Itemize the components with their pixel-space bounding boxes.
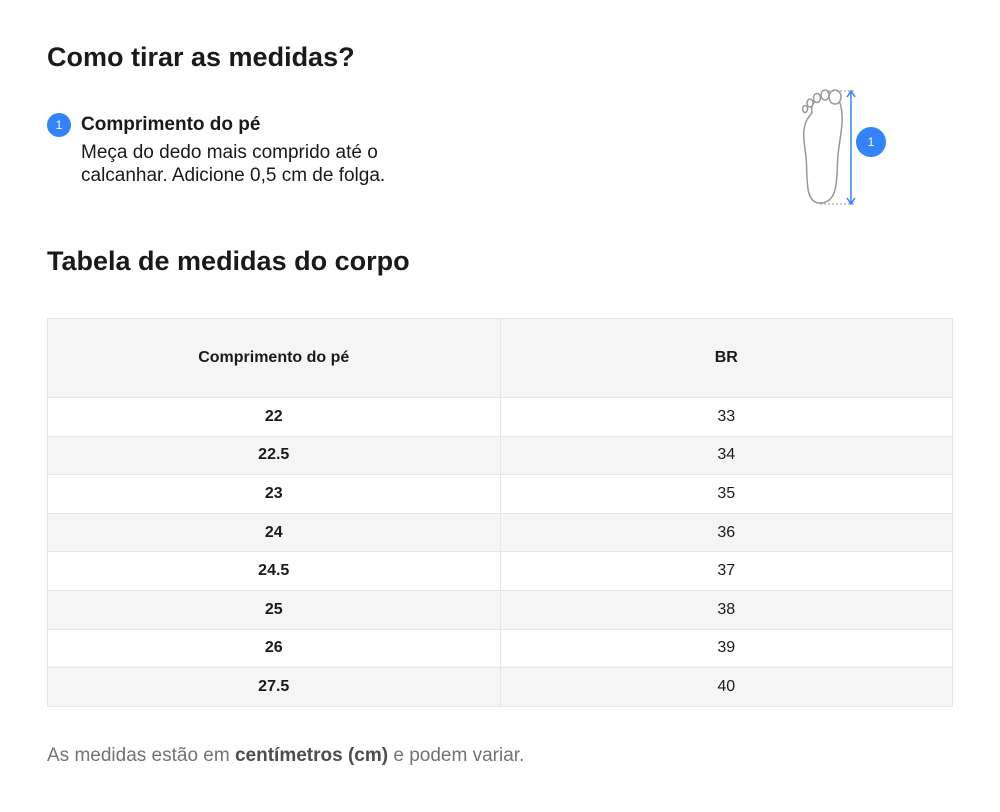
step-badge: 1 <box>47 113 71 137</box>
footer-note: As medidas estão em centímetros (cm) e p… <box>47 745 524 767</box>
table-cell: 23 <box>47 474 501 514</box>
size-table: Comprimento do pé BR 22 33 22.5 34 23 35 24 36 2… <box>47 318 953 707</box>
guide-title: Como tirar as medidas? <box>47 42 355 72</box>
table-cell: 22.5 <box>47 435 501 476</box>
table-cell: 24.5 <box>47 551 501 591</box>
table-row: 23 35 <box>47 474 953 514</box>
table-row: 25 38 <box>47 589 953 630</box>
table-body: 22 33 22.5 34 23 35 24 36 24.5 37 25 38 26 39 27.5 40 <box>47 397 953 707</box>
table-cell: 33 <box>499 397 953 437</box>
header-cell: BR <box>499 318 953 398</box>
table-cell: 27.5 <box>47 667 501 707</box>
header-row: Comprimento do pé BR <box>47 318 953 398</box>
step-text: Meça do dedo mais comprido até o calcanh… <box>81 142 386 186</box>
table-cell: 37 <box>499 551 953 591</box>
footer-bold: centímetros (cm) <box>234 745 389 766</box>
step-title: Comprimento do pé <box>81 114 261 135</box>
table-cell: 35 <box>499 474 953 514</box>
table-cell: 25 <box>47 589 501 630</box>
figure-badge: 1 <box>856 127 886 157</box>
table-cell: 22 <box>47 397 501 437</box>
foot-illustration <box>801 89 856 206</box>
table-cell: 26 <box>47 628 501 669</box>
footer-text: e podem variar. <box>388 745 525 766</box>
footer-text: As medidas estão em <box>47 745 235 766</box>
table-cell: 24 <box>47 512 501 553</box>
table-row: 27.5 40 <box>47 667 953 707</box>
table-row: 24.5 37 <box>47 551 953 591</box>
table-cell: 40 <box>499 667 953 707</box>
table-row: 26 39 <box>47 628 953 669</box>
table-row: 24 36 <box>47 512 953 553</box>
table-row: 22.5 34 <box>47 435 953 476</box>
header-cell: Comprimento do pé <box>47 318 501 398</box>
table-cell: 34 <box>499 435 953 476</box>
table-cell: 36 <box>499 512 953 553</box>
table-row: 22 33 <box>47 397 953 437</box>
table-cell: 39 <box>499 628 953 669</box>
table-cell: 38 <box>499 589 953 630</box>
table-title: Tabela de medidas do corpo <box>47 246 410 276</box>
